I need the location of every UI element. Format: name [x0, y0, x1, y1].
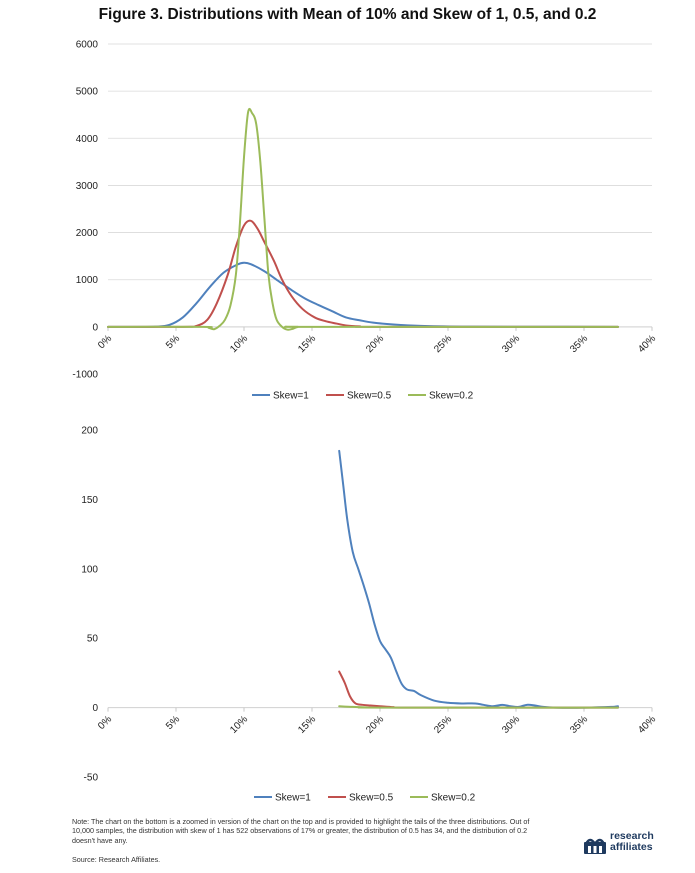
bottom-y-tick-label: 150 [81, 495, 98, 506]
bottom-y-tick-label: -50 [84, 773, 99, 784]
bottom-x-tick-label: 15% [296, 714, 318, 736]
top-y-tick-label: 2000 [76, 228, 99, 239]
bottom-chart: 200 150 100 50 0 -50 0% 5% 10% 15% 20% 25% 30% 35% 40%… [81, 426, 658, 804]
top-y-tick-label: 6000 [76, 40, 99, 51]
bottom-x-tick-label: 40% [636, 714, 658, 736]
top-x-tick-label: 15% [296, 333, 318, 355]
top-legend-label-3: Skew=0.2 [429, 391, 474, 402]
top-x-tick-label: 20% [364, 333, 386, 355]
bottom-y-tick-label: 50 [87, 634, 99, 645]
bottom-y-tick-label: 200 [81, 426, 98, 437]
bottom-x-tick-label: 20% [364, 714, 386, 736]
bottom-x-tick-label: 25% [432, 714, 454, 736]
top-y-tick-label: 1000 [76, 275, 99, 286]
source-note: Source: Research Affiliates. [72, 855, 161, 864]
logo-text: research affiliates [610, 831, 654, 853]
top-x-tick-label: 5% [164, 333, 182, 351]
bottom-x-tick-label: 10% [228, 714, 250, 736]
top-x-tick-label: 30% [500, 333, 522, 355]
top-legend-label-1: Skew=1 [273, 391, 309, 402]
bottom-series-line-2 [338, 670, 619, 709]
top-x-tick-label: 40% [636, 333, 658, 355]
bottom-y-tick-label: 100 [81, 564, 98, 575]
bottom-series-line-3 [338, 705, 619, 709]
footnote: Note: The chart on the bottom is a zoome… [72, 817, 530, 845]
top-y-tick-label: 3000 [76, 181, 99, 192]
logo-mark-icon [584, 838, 606, 854]
research-affiliates-logo: research affiliates [584, 830, 684, 858]
top-chart: 6000 5000 4000 3000 2000 1000 0 -1000 0% 5% 10% 15%… [72, 40, 658, 402]
top-x-tick-label: 10% [228, 333, 250, 355]
bottom-y-tick-label: 0 [92, 703, 98, 714]
bottom-x-tick-label: 30% [500, 714, 522, 736]
top-legend-label-2: Skew=0.5 [347, 391, 392, 402]
bottom-legend-label-1: Skew=1 [275, 793, 311, 804]
bottom-legend-label-3: Skew=0.2 [431, 793, 476, 804]
chart-title: Figure 3. Distributions with Mean of 10%… [98, 6, 597, 23]
bottom-series-line-1 [338, 449, 619, 709]
bottom-x-tick-label: 5% [164, 714, 182, 732]
top-series-line-1 [107, 261, 619, 328]
bottom-x-tick-label: 0% [96, 714, 114, 732]
top-x-tick-label: 35% [568, 333, 590, 355]
top-x-tick-label: 0% [96, 333, 114, 351]
bottom-x-tick-label: 35% [568, 714, 590, 736]
top-y-tick-label: 0 [92, 322, 98, 333]
top-x-tick-label: 25% [432, 333, 454, 355]
logo-line-1: research [610, 830, 654, 842]
top-y-tick-label: 4000 [76, 134, 99, 145]
bottom-legend-label-2: Skew=0.5 [349, 793, 394, 804]
top-y-tick-label: -1000 [72, 370, 98, 381]
top-y-tick-label: 5000 [76, 87, 99, 98]
logo-line-2: affiliates [610, 841, 653, 853]
top-series-line-3 [107, 107, 619, 331]
top-series-line-2 [107, 219, 619, 328]
